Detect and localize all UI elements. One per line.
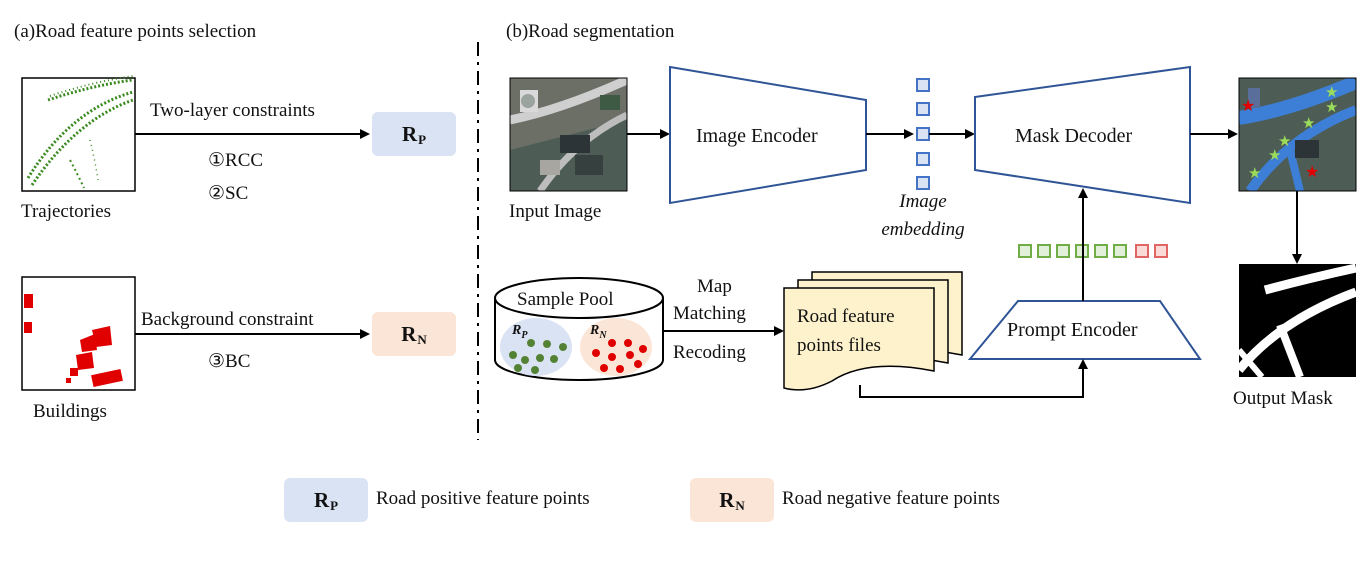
green-star-icon: ★ — [1268, 148, 1281, 164]
buildings-image — [21, 276, 136, 391]
feature-files-stack — [783, 271, 963, 391]
red-star-icon: ★ — [1305, 164, 1319, 181]
pool-rn-main: R — [590, 323, 600, 338]
input-image-label: Input Image — [509, 201, 602, 222]
pool-rp-sub: P — [521, 330, 528, 341]
mask-decoder-shape — [974, 65, 1191, 205]
output-mask-label: Output Mask — [1233, 388, 1333, 409]
background-constraint-label: Background constraint — [141, 309, 314, 330]
image-embedding-line2: embedding — [881, 219, 965, 240]
files-label-line2: points files — [797, 335, 881, 356]
rp-sub-text: P — [418, 132, 427, 147]
rn-main-text: R — [401, 321, 417, 346]
green-star-icon: ★ — [1302, 116, 1315, 132]
recoding-label: Recoding — [673, 342, 746, 363]
legend-rp-sub: P — [330, 498, 339, 513]
trajectories-image — [21, 75, 136, 192]
two-layer-constraints-label: Two-layer constraints — [150, 100, 315, 121]
rp-main-text: R — [401, 121, 418, 146]
matching-label: Matching — [673, 303, 746, 324]
buildings-label: Buildings — [33, 401, 107, 422]
prompt-encoder-label: Prompt Encoder — [1007, 319, 1138, 341]
green-star-icon: ★ — [1278, 134, 1291, 150]
trajectories-label: Trajectories — [21, 201, 112, 222]
sample-pool-label: Sample Pool — [517, 289, 614, 310]
pool-rp-label: RP — [512, 323, 528, 341]
prompt-encoder-shape — [967, 300, 1202, 360]
legend-negative-text: Road negative feature points — [782, 488, 1000, 509]
pool-rp-main: R — [512, 323, 522, 338]
green-star-icon: ★ — [1325, 100, 1338, 116]
prompt-token-squares — [1018, 244, 1168, 258]
green-star-icon: ★ — [1325, 85, 1338, 101]
output-overlay-image: ★ ★ ★ ★ ★ ★ ★ ★ — [1238, 77, 1357, 192]
image-embedding-squares — [916, 78, 930, 190]
mask-decoder-label: Mask Decoder — [1015, 125, 1133, 147]
input-image — [509, 77, 628, 192]
image-encoder-label: Image Encoder — [696, 125, 818, 147]
sc-label: ②SC — [208, 183, 249, 204]
bc-label: ③BC — [208, 351, 251, 372]
legend-rn-sub: N — [735, 498, 745, 513]
rcc-label: ①RCC — [208, 150, 264, 171]
pool-rn-label: RN — [590, 323, 607, 341]
files-label-line1: Road feature — [797, 306, 895, 327]
legend-rn-main: R — [719, 487, 735, 512]
pool-rn-sub: N — [599, 330, 607, 341]
map-label: Map — [697, 276, 732, 297]
output-mask-image — [1235, 263, 1358, 379]
legend-rp-main: R — [313, 487, 330, 512]
rn-sub-text: N — [417, 332, 427, 347]
positive-sample-dots — [509, 339, 567, 374]
section-a-title: (a)Road feature points selection — [14, 21, 257, 42]
red-star-icon: ★ — [1241, 98, 1255, 115]
files-to-prompt-arrow — [859, 359, 1088, 398]
image-encoder-shape — [669, 65, 867, 205]
image-embedding-line1: Image — [899, 191, 947, 212]
section-b-title: (b)Road segmentation — [506, 21, 675, 42]
green-star-icon: ★ — [1248, 166, 1261, 182]
legend-positive-text: Road positive feature points — [376, 488, 590, 509]
negative-sample-dots — [592, 339, 647, 373]
